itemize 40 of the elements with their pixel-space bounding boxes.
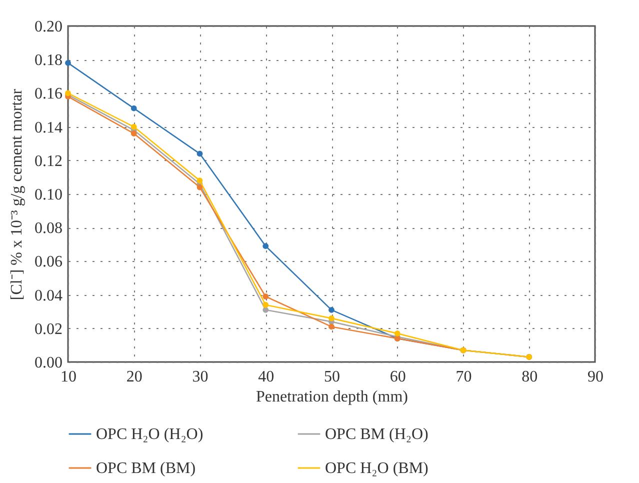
point	[130, 105, 137, 112]
x-tick-label: 40	[258, 368, 274, 386]
y-tick-label: 0.00	[34, 354, 62, 372]
legend-label: OPC H₂O (BM)	[325, 460, 428, 477]
legend-label: OPC BM (H₂O)	[325, 426, 428, 443]
y-tick-label: 0.18	[34, 52, 62, 70]
point	[196, 150, 203, 157]
point	[328, 315, 334, 322]
y-tick-label: 0.16	[34, 86, 62, 103]
point	[262, 294, 269, 300]
y-tick-label: 0.20	[34, 18, 62, 36]
x-tick-label: 80	[522, 368, 538, 386]
point	[262, 302, 269, 308]
y-tick-label: 0.08	[34, 220, 62, 238]
point	[65, 60, 71, 66]
x-tick-label: 50	[324, 368, 340, 386]
y-tick-label: 0.06	[34, 254, 62, 271]
x-axis-title: Penetration depth (mm)	[256, 388, 408, 406]
y-tick-label: 0.12	[34, 152, 62, 170]
x-tick-label: 30	[192, 368, 208, 386]
x-tick-label: 10	[60, 368, 76, 386]
point	[196, 178, 203, 184]
legend-label: OPC H₂O (H₂O)	[96, 426, 204, 443]
point	[196, 184, 203, 190]
y-tick-label: 0.02	[34, 320, 62, 338]
y-tick-label: 0.10	[34, 186, 62, 204]
y-tick-label: 0.14	[34, 119, 62, 136]
point	[394, 330, 400, 336]
x-tick-label: 60	[390, 368, 406, 386]
point	[328, 306, 334, 313]
x-tick-label: 20	[126, 368, 142, 386]
point	[130, 130, 137, 136]
y-axis-title: [Cl⁻] % x 10⁻³ g/g cement mortar	[8, 88, 26, 300]
point	[328, 324, 334, 330]
legend-label: OPC BM (BM)	[96, 460, 196, 477]
x-tick-label: 70	[456, 368, 472, 386]
y-tick-label: 0.04	[34, 287, 62, 304]
point	[262, 243, 269, 250]
x-tick-label: 90	[588, 368, 604, 386]
point	[130, 124, 137, 130]
